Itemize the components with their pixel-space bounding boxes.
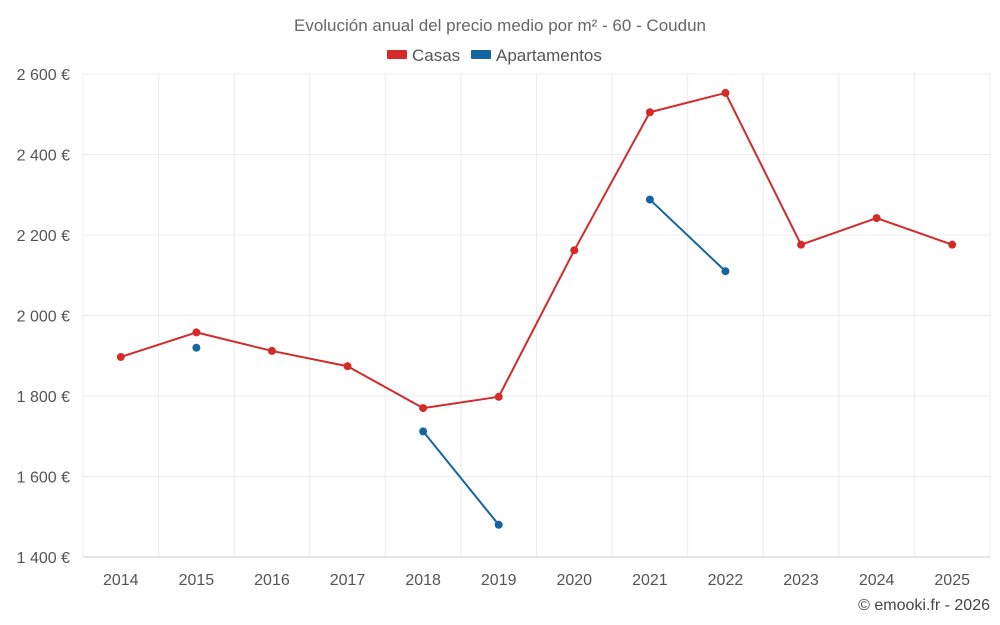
data-point-apartamentos-2021[interactable] — [645, 195, 654, 204]
legend-swatch-apartamentos — [471, 50, 491, 59]
x-gridlines — [82, 74, 991, 557]
x-tick-label: 2016 — [254, 572, 290, 589]
y-tick-label: 1 800 € — [17, 389, 70, 406]
data-point-casas-2020[interactable] — [570, 246, 579, 255]
x-tick-label: 2015 — [179, 572, 215, 589]
y-tick-label: 2 000 € — [17, 309, 70, 326]
credit-text: © emooki.fr - 2026 — [858, 597, 990, 614]
series-layer — [116, 88, 957, 529]
legend: Casas Apartamentos — [387, 46, 602, 65]
legend-item-casas[interactable]: Casas — [387, 46, 460, 65]
legend-item-apartamentos[interactable]: Apartamentos — [471, 46, 602, 65]
data-point-casas-2017[interactable] — [343, 362, 352, 371]
series-line-casas — [120, 91, 953, 410]
legend-label-apartamentos: Apartamentos — [496, 46, 602, 65]
x-tick-label: 2020 — [556, 572, 592, 589]
x-axis-labels: 2014 2015 2016 2017 2018 2019 2020 2021 2022 2023… — [103, 572, 970, 589]
x-tick-label: 2025 — [934, 572, 970, 589]
data-point-casas-2014[interactable] — [116, 352, 125, 361]
y-tick-label: 1 400 € — [17, 550, 70, 567]
chart-title: Evolución anual del precio medio por m² … — [294, 16, 706, 35]
data-point-casas-2019[interactable] — [494, 392, 503, 401]
x-tick-label: 2018 — [405, 572, 441, 589]
data-point-apartamentos-2022[interactable] — [721, 267, 730, 276]
data-point-casas-2015[interactable] — [192, 328, 201, 337]
data-point-casas-2025[interactable] — [948, 240, 957, 249]
y-tick-label: 1 600 € — [17, 470, 70, 487]
x-tick-label: 2017 — [330, 572, 366, 589]
y-tick-label: 2 200 € — [17, 228, 70, 245]
x-tick-label: 2019 — [481, 572, 517, 589]
x-tick-label: 2023 — [783, 572, 819, 589]
x-tick-label: 2021 — [632, 572, 668, 589]
x-tick-label: 2022 — [708, 572, 744, 589]
data-point-casas-2023[interactable] — [797, 240, 806, 249]
legend-swatch-casas — [387, 50, 407, 59]
x-tick-label: 2014 — [103, 572, 139, 589]
data-point-casas-2021[interactable] — [645, 108, 654, 117]
series-casas — [116, 88, 957, 413]
series-apartamentos — [192, 195, 730, 529]
data-point-casas-2024[interactable] — [872, 214, 881, 223]
data-point-casas-2018[interactable] — [419, 404, 428, 413]
series-line-apartamentos — [422, 430, 500, 526]
x-tick-label: 2024 — [859, 572, 895, 589]
data-point-apartamentos-2018[interactable] — [419, 427, 428, 436]
y-tick-label: 2 400 € — [17, 148, 70, 165]
data-point-apartamentos-2019[interactable] — [494, 520, 503, 529]
data-point-casas-2016[interactable] — [267, 346, 276, 355]
y-axis-labels: 1 400 € 1 600 € 1 800 € 2 000 € 2 200 € 2 400… — [17, 67, 70, 567]
legend-label-casas: Casas — [412, 46, 460, 65]
data-point-apartamentos-2015[interactable] — [192, 343, 201, 352]
series-line-apartamentos — [649, 198, 727, 272]
y-tick-label: 2 600 € — [17, 67, 70, 84]
data-point-casas-2022[interactable] — [721, 88, 730, 97]
